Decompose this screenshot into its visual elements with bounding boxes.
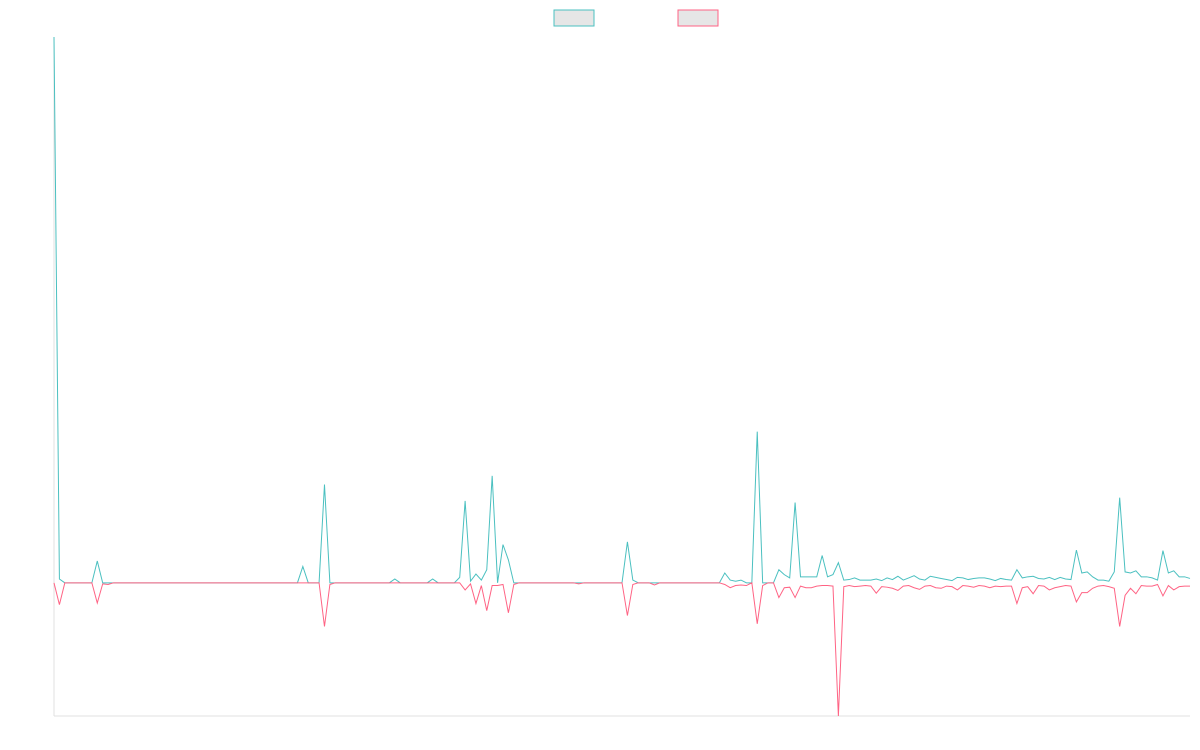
legend-swatch[interactable] [677, 9, 719, 27]
legend-swatch[interactable] [553, 9, 595, 27]
line-series [53, 582, 1190, 717]
line-series [53, 36, 1191, 584]
